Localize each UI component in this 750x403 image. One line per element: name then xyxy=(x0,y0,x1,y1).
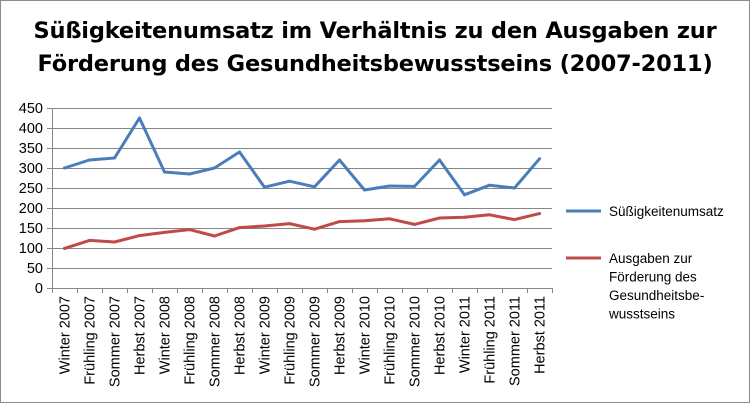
series-1-point xyxy=(538,157,541,161)
legend-label-2: wusstseins xyxy=(608,307,675,322)
x-tick-label: Sommer 2007 xyxy=(108,296,124,387)
x-tick-label: Herbst 2009 xyxy=(333,296,349,375)
x-tick-label: Sommer 2010 xyxy=(408,296,424,387)
series-1-point xyxy=(163,170,166,174)
x-tick-label: Frühling 2009 xyxy=(283,296,299,385)
series-2-point xyxy=(263,224,266,228)
y-tick-label: 100 xyxy=(19,241,43,257)
series-1-point xyxy=(413,184,416,188)
series-2-point xyxy=(363,219,366,223)
x-tick-label: Sommer 2008 xyxy=(208,296,224,387)
series-2-point xyxy=(213,234,216,238)
series-1-point xyxy=(313,185,316,189)
y-tick-label: 300 xyxy=(19,161,43,177)
series-line-2 xyxy=(63,212,541,250)
x-tick-label: Frühling 2007 xyxy=(83,296,99,385)
x-tick-label: Winter 2009 xyxy=(258,296,274,374)
series-2-point xyxy=(488,213,491,217)
x-tick-label: Winter 2010 xyxy=(358,296,374,374)
chart-title-line-1: Süßigkeitenumsatz im Verhältnis zu den A… xyxy=(33,18,717,44)
series-2-point xyxy=(188,228,191,232)
series-2-point xyxy=(288,222,291,226)
x-axis-tick-labels: Winter 2007 Frühling 2007 Sommer 2007 Herbs… xyxy=(58,296,549,387)
series-1-point xyxy=(138,116,141,120)
series-1-point xyxy=(213,166,216,170)
x-tick-label: Frühling 2011 xyxy=(483,296,499,384)
legend-label-2: Ausgaben zur xyxy=(609,251,693,266)
series-2-point xyxy=(113,240,116,244)
series-2-point xyxy=(388,217,391,221)
series-2-point xyxy=(163,230,166,234)
series-1-point xyxy=(388,184,391,188)
series-2-point xyxy=(138,234,141,238)
series-1-point xyxy=(88,158,91,162)
legend-label-2: Gesundheitsbe- xyxy=(609,288,704,303)
series-2-point xyxy=(513,218,516,222)
y-tick-label: 250 xyxy=(19,181,43,197)
series-1-point xyxy=(338,158,341,162)
series-2-point xyxy=(413,222,416,226)
legend: Süßigkeitenumsatz Ausgaben zur Förderung d… xyxy=(566,204,724,322)
series-2-point xyxy=(538,212,541,216)
y-axis-tick-labels: 0 50 100 150 200 250 300 350 400 450 xyxy=(19,101,43,297)
series-1-point xyxy=(438,158,441,162)
legend-label-1: Süßigkeitenumsatz xyxy=(609,204,724,219)
x-tick-label: Sommer 2011 xyxy=(508,296,524,386)
x-tick-label: Herbst 2011 xyxy=(533,296,549,374)
x-tick-label: Sommer 2009 xyxy=(308,296,324,387)
axes xyxy=(47,108,553,293)
y-tick-label: 50 xyxy=(27,261,43,277)
chart-title: Süßigkeitenumsatz im Verhältnis zu den A… xyxy=(1,15,749,81)
y-tick-label: 350 xyxy=(19,141,43,157)
y-tick-label: 200 xyxy=(19,201,43,217)
series-1-point xyxy=(238,150,241,154)
series-2-point xyxy=(463,215,466,219)
x-tick-label: Winter 2008 xyxy=(158,296,174,374)
series-1-point xyxy=(288,179,291,183)
x-tick-label: Herbst 2010 xyxy=(433,296,449,375)
x-tick-label: Frühling 2010 xyxy=(383,296,399,385)
y-tick-label: 150 xyxy=(19,221,43,237)
series-1-point xyxy=(113,156,116,160)
series-line-1 xyxy=(63,116,541,197)
x-tick-label: Herbst 2008 xyxy=(233,296,249,375)
y-tick-label: 400 xyxy=(19,121,43,137)
x-tick-label: Frühling 2008 xyxy=(183,296,199,385)
series-1-point xyxy=(488,183,491,187)
y-tick-label: 0 xyxy=(35,281,43,297)
series-1-point xyxy=(63,166,66,170)
series-1-point xyxy=(463,193,466,197)
series-2-point xyxy=(88,238,91,242)
x-tick-label: Herbst 2007 xyxy=(133,296,149,375)
x-tick-label: Winter 2011 xyxy=(458,296,474,373)
series-2-point xyxy=(338,220,341,224)
gridlines xyxy=(52,108,552,269)
series-2-point xyxy=(63,246,66,250)
legend-label-2: Förderung des xyxy=(609,270,697,285)
series-2-point xyxy=(438,216,441,220)
series-1-point xyxy=(363,188,366,192)
series-1-point xyxy=(513,186,516,190)
series-2-point xyxy=(238,226,241,230)
series-1-point xyxy=(263,185,266,189)
series-1-point xyxy=(188,172,191,176)
x-tick-label: Winter 2007 xyxy=(58,296,74,374)
series-lines xyxy=(63,116,541,250)
chart-title-line-2: Förderung des Gesundheitsbewusstseins (2… xyxy=(37,51,713,77)
series-2-point xyxy=(313,227,316,231)
y-tick-label: 450 xyxy=(19,101,43,117)
